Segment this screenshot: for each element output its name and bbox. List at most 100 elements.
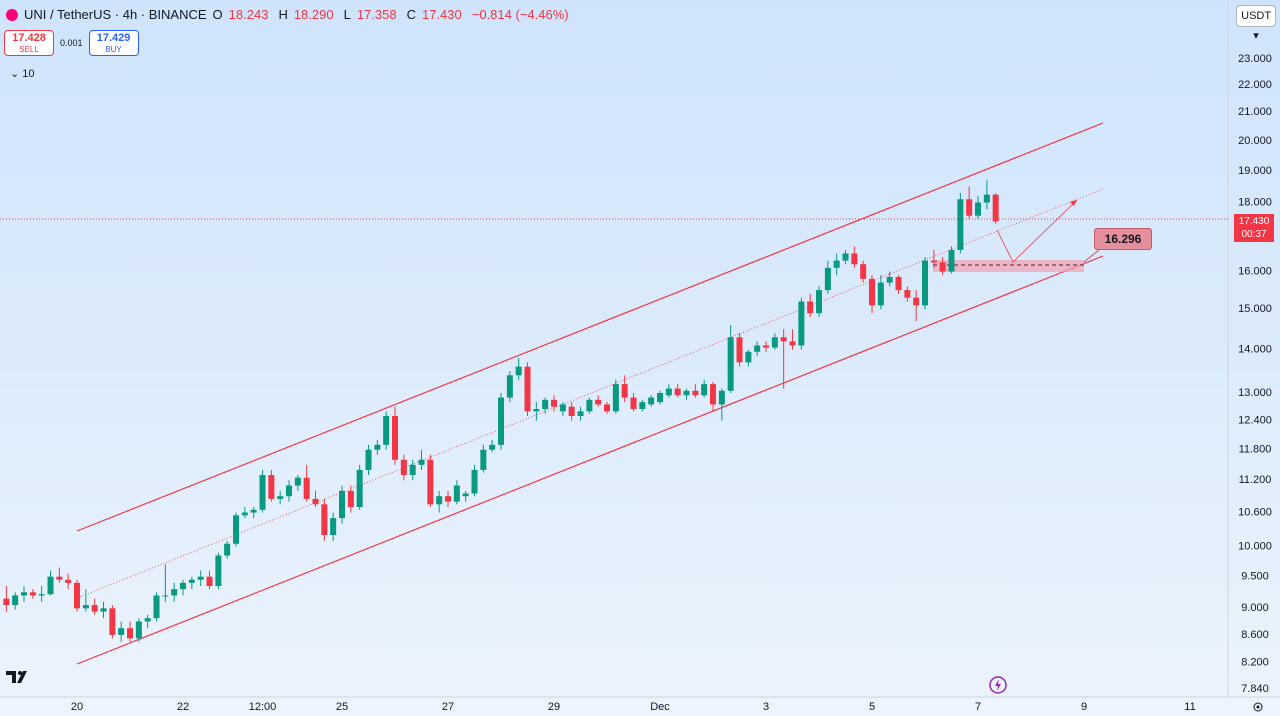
- y-tick-label: 21.000: [1238, 106, 1272, 118]
- candle-body: [718, 390, 725, 405]
- indicator-toggle[interactable]: ⌄ 10: [10, 68, 35, 80]
- candle-body: [789, 341, 796, 346]
- candle-body: [630, 397, 637, 410]
- candle-body: [621, 384, 628, 398]
- candle-body: [683, 390, 690, 396]
- candle-body: [321, 504, 328, 536]
- x-tick-label: 27: [442, 701, 454, 713]
- ohlc-key: L: [343, 7, 351, 22]
- candle-body: [595, 399, 602, 405]
- y-tick-label: 20.000: [1238, 135, 1272, 147]
- target-zone: [933, 260, 1084, 272]
- candle-body: [913, 297, 920, 306]
- candle-body: [471, 469, 478, 494]
- y-tick-label: 9.500: [1241, 571, 1269, 583]
- candle-body: [162, 595, 169, 597]
- spread: 0.001: [60, 38, 83, 48]
- candle-body: [895, 277, 902, 291]
- x-tick-label: 7: [975, 701, 981, 713]
- candle-body: [524, 366, 531, 412]
- candle-body: [259, 475, 266, 510]
- y-tick-label: 7.840: [1241, 683, 1269, 695]
- candle-body: [710, 384, 717, 405]
- ohlc-value: 17.430: [421, 7, 462, 22]
- candle-body: [294, 477, 301, 486]
- candle-body: [74, 582, 81, 609]
- candle-body: [736, 337, 743, 363]
- y-tick-label: 8.200: [1241, 657, 1269, 669]
- sell-button[interactable]: 17.428 SELL: [4, 30, 54, 56]
- candle-body: [356, 469, 363, 508]
- y-tick-label: 8.600: [1241, 629, 1269, 641]
- candle-body: [197, 576, 204, 580]
- candle-body: [498, 397, 505, 445]
- symbol: UNI / TetherUS · 4h · BINANCE: [24, 7, 207, 22]
- candle-body: [869, 278, 876, 306]
- candle-body: [930, 260, 937, 263]
- candle-body: [250, 509, 257, 513]
- candle-body: [877, 282, 884, 306]
- candle-body: [82, 605, 89, 609]
- candle-body: [763, 345, 770, 348]
- ohlc-key: O: [212, 7, 223, 22]
- candle-body: [109, 608, 116, 635]
- projection-arrow: [1070, 200, 1077, 206]
- y-tick-label: 10.600: [1238, 506, 1272, 518]
- target-label: 16.296: [1094, 228, 1152, 250]
- y-tick-label: 14.000: [1238, 344, 1272, 356]
- candle-body: [127, 628, 134, 639]
- settings-icon[interactable]: [1253, 702, 1263, 712]
- y-tick-label: 9.000: [1241, 602, 1269, 614]
- candle-body: [303, 477, 310, 499]
- y-tick-label: 10.000: [1238, 541, 1272, 553]
- candle-body: [312, 498, 319, 505]
- x-tick-label: 11: [1184, 701, 1195, 713]
- currency: USDT: [1241, 10, 1271, 22]
- currency-select[interactable]: USDT ▾: [1236, 5, 1276, 42]
- candle-body: [798, 301, 805, 346]
- candle-body: [577, 411, 584, 417]
- candle-body: [347, 490, 354, 508]
- x-tick-label: Dec: [650, 701, 670, 713]
- current-price-label: 17.430 00:37: [1234, 214, 1274, 242]
- candle-body: [330, 518, 337, 536]
- candle-body: [241, 512, 248, 516]
- y-tick-label: 22.000: [1238, 79, 1272, 91]
- candle-body: [392, 416, 399, 460]
- candle-body: [445, 496, 452, 502]
- candle-body: [559, 404, 566, 412]
- candle-body: [745, 351, 752, 363]
- ohlc-value: 17.358: [356, 7, 397, 22]
- candle-body: [824, 267, 831, 291]
- y-tick-label: 19.000: [1238, 165, 1272, 177]
- channel-middle: [76, 188, 1104, 599]
- candle-body: [992, 194, 999, 222]
- candle-body: [171, 589, 178, 596]
- candle-body: [3, 598, 10, 606]
- candle-body: [657, 393, 664, 403]
- candle-body: [612, 384, 619, 412]
- channel-lower: [76, 255, 1104, 665]
- candle-body: [842, 253, 849, 261]
- trade-panel: 17.428 SELL 0.001 17.429 BUY: [4, 30, 139, 56]
- candle-body: [604, 404, 611, 412]
- x-tick-label: 3: [763, 701, 769, 713]
- candle-body: [904, 290, 911, 298]
- candle-body: [886, 277, 893, 283]
- projection-path: [996, 199, 1078, 263]
- channel-upper: [76, 122, 1104, 532]
- buy-button[interactable]: 17.429 BUY: [88, 30, 139, 56]
- candle-body: [586, 399, 593, 412]
- candle-body: [692, 390, 699, 396]
- ohlc-key: C: [406, 7, 416, 22]
- candle-body: [948, 249, 955, 272]
- y-tick-label: 11.800: [1239, 444, 1272, 456]
- candle-body: [966, 199, 973, 216]
- candle-body: [153, 595, 160, 619]
- candle-body: [983, 194, 990, 203]
- sell-label: SELL: [19, 45, 39, 54]
- lightning-icon[interactable]: [989, 676, 1007, 694]
